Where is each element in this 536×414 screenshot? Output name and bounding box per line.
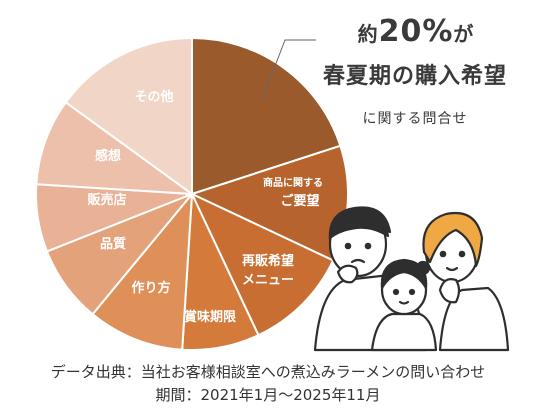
pie-slice-0 — [191, 36, 342, 196]
pie-slice-2 — [189, 191, 335, 337]
child-body — [370, 312, 438, 352]
data-period-note: 期間：2021年1月〜2025年11月 — [155, 386, 381, 404]
woman-hair — [422, 211, 484, 268]
data-source-note: データ出典：当社お客様相談室への煮込みラーメンの問い合わせ — [50, 363, 486, 381]
slice-label-quality: 品質 — [100, 236, 126, 252]
headline-prefix: 約 — [357, 22, 379, 46]
slice-label-request: ご要望 — [280, 193, 319, 209]
headline-percentage: 約20%が — [316, 14, 516, 49]
child-hair — [380, 258, 428, 290]
slice-label-store: 販売店 — [87, 192, 126, 208]
slice-label-resale-2: メニュー — [242, 273, 294, 288]
man-hand — [336, 264, 359, 284]
family-thinking-illustration — [313, 206, 510, 352]
headline-suffix: が — [453, 22, 475, 46]
slice-label-request-small: 商品に関する — [263, 176, 323, 189]
pie-slices — [35, 36, 349, 351]
pie-slice-4 — [91, 190, 194, 351]
headline-value: 20% — [378, 14, 454, 49]
woman-body — [438, 286, 510, 352]
slice-label-other: その他 — [134, 89, 173, 105]
slice-label-resale-1: 再販希望 — [242, 253, 294, 269]
callout-leader-line — [261, 39, 316, 101]
pie-slice-8 — [64, 36, 193, 196]
pie-slice-7 — [35, 100, 196, 196]
child-hair-bun — [415, 260, 431, 276]
woman-hand — [438, 278, 461, 304]
headline-caption: に関する問合せ — [362, 111, 468, 127]
slice-label-impression: 感想 — [95, 148, 121, 164]
slice-label-howto: 作り方 — [131, 280, 170, 296]
headline-subject: 春夏期の購入希望 — [322, 64, 507, 89]
man-hair-top — [328, 208, 390, 240]
slice-label-expiry: 賞味期限 — [184, 309, 237, 325]
